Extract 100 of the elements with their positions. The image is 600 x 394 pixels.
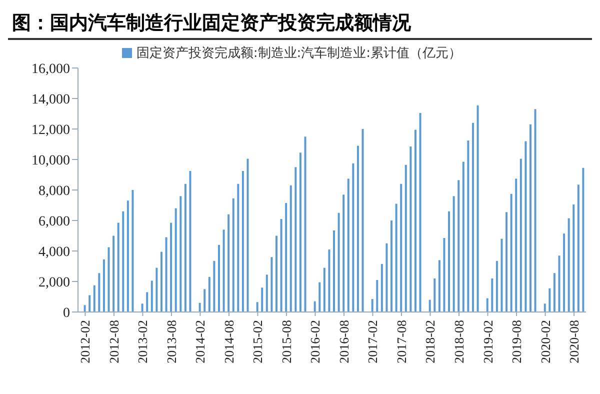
bar [150,280,153,312]
bar [270,257,273,312]
bar [472,122,474,312]
bar [448,211,450,312]
bar [184,184,186,312]
bar [246,158,249,312]
bar [242,170,244,312]
x-tick-label: 2018-08 [452,320,466,364]
bar [285,202,288,312]
bar [524,141,527,312]
bar [156,268,158,312]
bar [333,230,335,312]
bar [419,112,422,312]
bar [180,196,182,312]
bar [520,158,522,312]
bar [146,292,148,312]
bar [338,212,340,312]
bar [462,162,464,312]
bar [232,198,234,312]
bar [515,178,518,312]
x-tick-label: 2016-02 [308,320,323,364]
x-tick-label: 2017-02 [365,320,380,364]
bar [198,302,201,312]
y-tick-label: 10,000 [32,153,70,168]
bar [222,230,225,312]
bar [529,124,532,312]
bar [323,268,326,312]
x-tick-label: 2018-02 [422,320,438,364]
bar [299,152,302,312]
bar [174,208,177,312]
bar [347,178,350,312]
bar [108,247,110,312]
bar [553,273,556,312]
bar [318,282,321,312]
bar [126,200,129,312]
x-tick-label: 2015-02 [250,320,266,364]
bar [304,136,306,312]
x-tick-label: 2020-02 [538,320,553,364]
bar [486,298,488,312]
bar [506,212,508,312]
bar [496,260,498,312]
x-tick-label: 2019-02 [480,320,496,364]
bar [476,105,479,312]
bar [328,249,330,312]
bar [132,190,134,312]
bar [500,238,503,312]
bar [443,238,446,312]
y-tick-label: 2,000 [38,275,70,290]
y-tick-label: 12,000 [32,122,70,138]
bar [458,180,460,312]
bar [266,274,268,312]
legend-label: 固定资产投资完成额:制造业:汽车制造业:累计值（亿元） [136,46,462,61]
bar [228,214,230,312]
bar [395,204,398,312]
bar [582,168,584,312]
y-tick-label: 6,000 [38,214,70,230]
bar [160,252,162,312]
x-tick-label: 2015-08 [278,320,294,364]
bar [141,304,144,312]
bar [352,163,354,312]
bar [362,129,364,312]
bar [314,301,316,312]
bar [84,305,86,312]
y-tick-label: 0 [63,306,70,321]
bar [356,146,359,312]
bar [510,194,512,312]
bar [165,237,168,312]
x-tick-label: 2017-08 [394,320,409,364]
bar [390,220,393,312]
bar [122,211,124,312]
bar [371,299,374,312]
bar [213,260,216,312]
bar [275,236,278,312]
bar [261,288,264,312]
x-tick-label: 2014-08 [221,320,236,364]
x-tick-label: 2013-08 [164,320,179,364]
bar [102,259,105,312]
bar [386,243,388,312]
bar [438,260,440,312]
bar [404,164,407,312]
bar [558,256,560,312]
y-tick-label: 14,000 [32,92,70,108]
chart-title: 图：国内汽车制造行业固定资产投资完成额情况 [8,8,592,40]
bar [572,204,575,312]
bar [548,288,551,312]
x-tick-label: 2014-02 [192,320,208,364]
x-tick-label: 2020-08 [566,320,582,364]
bar [414,130,416,312]
bar [534,109,536,312]
bar [491,278,494,312]
bar [452,196,455,312]
bar [204,289,206,312]
bar [544,304,546,312]
bar [563,233,566,312]
bar [189,170,192,312]
bar [98,273,100,312]
bar [290,185,292,312]
y-tick-label: 16,000 [32,62,70,77]
x-tick-label: 2012-08 [106,320,122,364]
bar [467,140,470,312]
